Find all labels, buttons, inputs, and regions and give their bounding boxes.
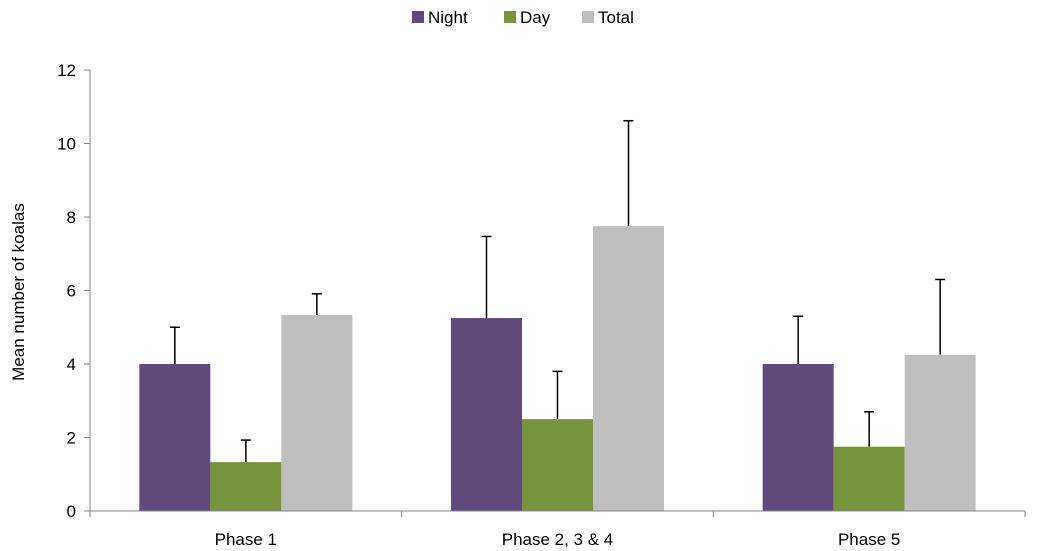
legend-swatch-day: [504, 11, 516, 23]
bar-day: [210, 462, 282, 511]
x-tick-label: Phase 2, 3 & 4: [502, 530, 614, 549]
bar-total: [593, 226, 664, 511]
bars: [139, 119, 976, 511]
y-tick-label: 10: [57, 135, 76, 154]
x-tick-label: Phase 1: [215, 530, 277, 549]
y-tick-label: 2: [67, 429, 76, 448]
bar-night: [139, 364, 211, 511]
bar-night: [762, 364, 834, 511]
y-tick-label: 6: [67, 282, 76, 301]
legend: Night Day Total: [412, 8, 634, 27]
bar-total: [281, 315, 353, 511]
bar-day: [833, 446, 905, 511]
bar-total: [904, 354, 976, 511]
x-tick-label: Phase 5: [838, 530, 900, 549]
y-axis-title: Mean number of koalas: [9, 203, 28, 381]
legend-swatch-total: [582, 11, 594, 23]
legend-label-day: Day: [520, 8, 551, 27]
bar-night: [451, 318, 522, 511]
y-tick-label: 0: [67, 502, 76, 521]
y-tick-label: 4: [67, 355, 76, 374]
legend-label-night: Night: [428, 8, 468, 27]
y-tick-label: 8: [67, 208, 76, 227]
legend-swatch-night: [412, 11, 424, 23]
y-tick-label: 12: [57, 61, 76, 80]
y-axis: 0 2 4 6 8 10 12: [57, 61, 91, 521]
x-axis: Phase 1 Phase 2, 3 & 4 Phase 5: [89, 510, 1026, 549]
legend-label-total: Total: [598, 8, 634, 27]
bar-day: [522, 419, 593, 511]
